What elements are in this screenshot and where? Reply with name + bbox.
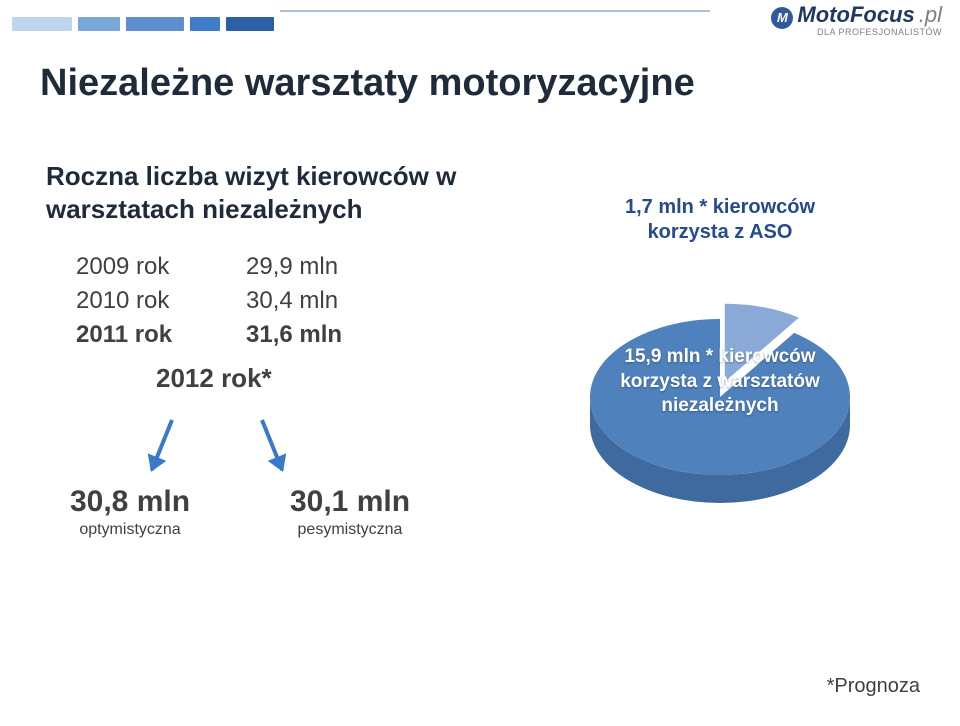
logo-mark-icon: M xyxy=(771,7,793,29)
table-value: 29,9 mln xyxy=(226,253,406,281)
logo-suffix: .pl xyxy=(919,2,942,28)
subtitle: Roczna liczba wizyt kierowców w warsztat… xyxy=(46,160,506,225)
table-year: 2010 rok xyxy=(76,287,226,315)
header-divider xyxy=(280,10,710,12)
visits-data-block: Roczna liczba wizyt kierowców w warsztat… xyxy=(46,160,506,394)
table-year: 2011 rok xyxy=(76,321,226,349)
forecast-optimistic-label: optymistyczna xyxy=(40,521,220,539)
header-accent-blocks xyxy=(0,17,274,31)
brand-logo: M MotoFocus.pl DLA PROFESJONALISTÓW xyxy=(771,2,942,37)
forecast-values: 30,8 mln optymistyczna 30,1 mln pesymist… xyxy=(40,485,470,539)
header-bar: M MotoFocus.pl DLA PROFESJONALISTÓW xyxy=(0,0,960,48)
forecast-pessimistic: 30,1 mln pesymistyczna xyxy=(260,485,440,539)
table-value: 30,4 mln xyxy=(226,287,406,315)
visits-table: 2009 rok29,9 mln2010 rok30,4 mln2011 rok… xyxy=(76,253,506,349)
forecast-optimistic-value: 30,8 mln xyxy=(40,485,220,519)
pie-big-slice-label: 15,9 mln * kierowców korzysta z warsztat… xyxy=(540,345,900,419)
pie-small-slice-label: 1,7 mln * kierowców korzysta z ASO xyxy=(540,195,900,245)
page-title: Niezależne warsztaty motoryzacyjne xyxy=(40,62,920,105)
forecast-arrows xyxy=(140,420,370,490)
footnote: *Prognoza xyxy=(827,675,920,698)
forecast-pessimistic-label: pesymistyczna xyxy=(260,521,440,539)
logo-text: MotoFocus xyxy=(797,2,914,28)
logo-tagline: DLA PROFESJONALISTÓW xyxy=(817,27,942,37)
pie-chart-block: 1,7 mln * kierowców korzysta z ASO 15,9 … xyxy=(540,195,900,552)
table-value: 31,6 mln xyxy=(226,321,406,349)
table-year: 2009 rok xyxy=(76,253,226,281)
arrow-optimistic-icon xyxy=(150,419,174,471)
forecast-optimistic: 30,8 mln optymistyczna xyxy=(40,485,220,539)
arrow-pessimistic-icon xyxy=(260,419,284,471)
forecast-year-label: 2012 rok* xyxy=(156,363,506,394)
forecast-pessimistic-value: 30,1 mln xyxy=(260,485,440,519)
